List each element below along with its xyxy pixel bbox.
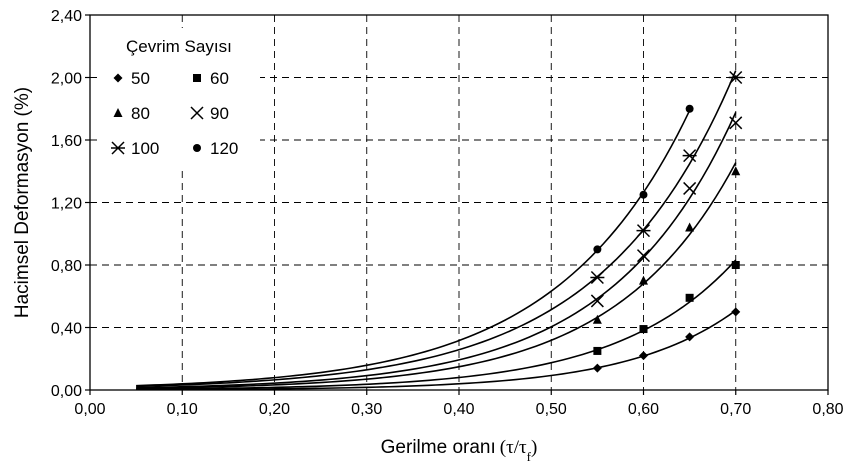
y-tick-label: 1,20 bbox=[51, 196, 82, 213]
data-points bbox=[590, 70, 743, 373]
legend-items: 50 60 80 90 100 120 bbox=[111, 69, 238, 158]
x-tick-label: 0,60 bbox=[628, 401, 659, 418]
x-tick-label: 0,70 bbox=[720, 401, 751, 418]
x-axis-title-text: Gerilme oranı bbox=[381, 437, 496, 458]
data-point-50 bbox=[685, 332, 695, 342]
trend-curve-90 bbox=[136, 112, 737, 389]
data-point-120 bbox=[685, 104, 694, 113]
data-point-50 bbox=[639, 351, 648, 361]
data-point-80 bbox=[685, 222, 695, 232]
x-axis-title-subscript: f bbox=[527, 449, 532, 464]
y-axis-title: Hacimsel Deformasyon (%) bbox=[12, 87, 33, 318]
data-point-90 bbox=[636, 249, 651, 263]
data-point-120 bbox=[593, 245, 602, 254]
tick-labels: 0,00 0,10 0,20 0,30 0,40 0,50 0,60 0,70 0,80 0,00… bbox=[51, 8, 844, 418]
data-point-80 bbox=[592, 314, 602, 324]
x-axis-title-symbol: (τ/τ bbox=[500, 437, 527, 458]
data-point-90 bbox=[590, 294, 604, 308]
data-point-60 bbox=[593, 346, 602, 355]
data-point-100 bbox=[636, 224, 651, 238]
y-tick-label: 2,00 bbox=[51, 71, 82, 88]
legend-marker-80 bbox=[113, 108, 123, 117]
legend-marker-120 bbox=[193, 144, 201, 152]
legend-marker-100 bbox=[111, 141, 125, 155]
legend-background bbox=[98, 28, 260, 168]
data-point-50 bbox=[731, 307, 741, 317]
data-point-80 bbox=[731, 166, 741, 176]
data-point-100 bbox=[682, 149, 697, 163]
data-point-90 bbox=[683, 181, 697, 195]
legend-label-80: 80 bbox=[131, 104, 150, 123]
x-tick-label: 0,40 bbox=[443, 401, 474, 418]
x-tick-label: 0,80 bbox=[812, 401, 843, 418]
legend-label-60: 60 bbox=[210, 69, 229, 88]
y-tick-label: 0,40 bbox=[51, 321, 82, 338]
x-tick-label: 0,00 bbox=[74, 401, 105, 418]
data-point-90 bbox=[729, 116, 743, 130]
x-tick-label: 0,10 bbox=[167, 401, 198, 418]
y-tick-label: 0,00 bbox=[51, 383, 82, 400]
x-tick-label: 0,50 bbox=[536, 401, 567, 418]
data-point-50 bbox=[592, 363, 602, 373]
x-tick-label: 0,20 bbox=[259, 401, 290, 418]
x-axis-title: Gerilme oranı (τ/τf) bbox=[381, 437, 538, 464]
data-point-100 bbox=[590, 270, 605, 285]
legend-marker-60 bbox=[193, 74, 201, 82]
legend-label-90: 90 bbox=[210, 104, 229, 123]
legend-marker-90 bbox=[190, 106, 204, 120]
x-tick-label: 0,30 bbox=[351, 401, 382, 418]
legend-label-100: 100 bbox=[131, 139, 159, 158]
trend-curves bbox=[136, 70, 737, 391]
legend: Çevrim Sayısı 50 60 80 90 100 120 bbox=[98, 28, 260, 168]
legend-title: Çevrim Sayısı bbox=[126, 37, 232, 56]
data-point-120 bbox=[639, 190, 648, 199]
legend-label-50: 50 bbox=[131, 69, 150, 88]
trend-curve-50 bbox=[136, 309, 737, 391]
legend-label-120: 120 bbox=[210, 139, 238, 158]
trend-curve-80 bbox=[136, 162, 737, 390]
trend-curve-60 bbox=[136, 259, 737, 390]
y-tick-label: 1,60 bbox=[51, 133, 82, 150]
data-point-100 bbox=[728, 70, 743, 85]
data-point-60 bbox=[685, 293, 694, 302]
data-point-80 bbox=[639, 275, 648, 285]
legend-marker-50 bbox=[113, 73, 123, 83]
y-tick-label: 0,80 bbox=[51, 258, 82, 275]
data-point-60 bbox=[639, 325, 648, 334]
data-point-60 bbox=[731, 261, 740, 269]
y-tick-label: 2,40 bbox=[51, 8, 82, 25]
x-axis-title-close: ) bbox=[531, 437, 537, 458]
trend-curve-100 bbox=[136, 70, 737, 388]
